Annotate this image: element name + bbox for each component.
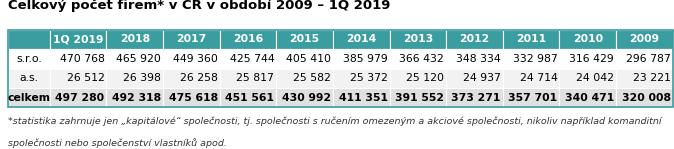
Text: 320 008: 320 008	[621, 93, 671, 103]
Bar	[276, 88, 333, 107]
Bar	[446, 49, 503, 69]
Bar	[220, 88, 276, 107]
Bar	[333, 49, 390, 69]
Text: 2009: 2009	[630, 34, 659, 45]
Bar	[333, 69, 390, 88]
Bar	[390, 30, 446, 49]
Text: 24 042: 24 042	[576, 73, 614, 83]
Bar	[276, 30, 333, 49]
Bar	[8, 30, 50, 49]
Bar	[446, 88, 503, 107]
Bar	[8, 88, 50, 107]
Bar	[163, 69, 220, 88]
Bar	[390, 49, 446, 69]
Bar	[559, 30, 616, 49]
Text: 492 318: 492 318	[112, 93, 161, 103]
Bar	[616, 88, 673, 107]
Text: 366 432: 366 432	[400, 54, 444, 64]
Text: 391 552: 391 552	[395, 93, 444, 103]
Bar	[276, 49, 333, 69]
Bar	[333, 30, 390, 49]
Text: 449 360: 449 360	[173, 54, 218, 64]
Bar	[163, 88, 220, 107]
Bar	[50, 49, 106, 69]
Text: 470 768: 470 768	[59, 54, 104, 64]
Text: 2017: 2017	[177, 34, 206, 45]
Bar	[333, 88, 390, 107]
Text: 26 258: 26 258	[180, 73, 218, 83]
Text: 411 351: 411 351	[338, 93, 388, 103]
Text: 373 271: 373 271	[452, 93, 501, 103]
Text: 465 920: 465 920	[116, 54, 161, 64]
Text: 2013: 2013	[403, 34, 433, 45]
Text: 25 372: 25 372	[350, 73, 388, 83]
Text: a.s.: a.s.	[20, 73, 38, 83]
Bar	[220, 49, 276, 69]
Text: 23 221: 23 221	[633, 73, 671, 83]
Text: 25 120: 25 120	[406, 73, 444, 83]
Text: 425 744: 425 744	[230, 54, 274, 64]
Bar	[8, 49, 50, 69]
Text: 25 582: 25 582	[293, 73, 331, 83]
Text: 451 561: 451 561	[225, 93, 274, 103]
Bar	[106, 49, 163, 69]
Bar	[276, 69, 333, 88]
Bar	[446, 69, 503, 88]
Text: 24 937: 24 937	[463, 73, 501, 83]
Text: 357 701: 357 701	[508, 93, 557, 103]
Text: 2011: 2011	[516, 34, 546, 45]
Bar	[616, 69, 673, 88]
Text: 2015: 2015	[290, 34, 319, 45]
Bar	[616, 30, 673, 49]
Text: 340 471: 340 471	[565, 93, 614, 103]
Bar	[559, 49, 616, 69]
Text: 475 618: 475 618	[168, 93, 218, 103]
Text: 348 334: 348 334	[456, 54, 501, 64]
Text: 2018: 2018	[120, 34, 150, 45]
Text: 385 979: 385 979	[343, 54, 388, 64]
Bar	[106, 88, 163, 107]
Text: 2010: 2010	[573, 34, 603, 45]
Text: 316 429: 316 429	[570, 54, 614, 64]
Bar	[503, 30, 559, 49]
Text: 296 787: 296 787	[626, 54, 671, 64]
Text: 26 398: 26 398	[123, 73, 161, 83]
Text: společnosti nebo společenství vlastníků apod.: společnosti nebo společenství vlastníků …	[8, 139, 227, 148]
Bar	[163, 30, 220, 49]
Bar	[163, 49, 220, 69]
Bar	[106, 30, 163, 49]
Text: 1Q 2019: 1Q 2019	[53, 34, 103, 45]
Bar	[503, 88, 559, 107]
Text: 2012: 2012	[460, 34, 489, 45]
Text: 405 410: 405 410	[286, 54, 331, 64]
Bar	[559, 88, 616, 107]
Bar	[503, 49, 559, 69]
Bar	[503, 69, 559, 88]
Bar	[106, 69, 163, 88]
Bar	[50, 88, 106, 107]
Bar	[220, 69, 276, 88]
Text: 2014: 2014	[346, 34, 376, 45]
Bar	[50, 30, 106, 49]
Text: 332 987: 332 987	[513, 54, 557, 64]
Bar	[50, 69, 106, 88]
Text: 2016: 2016	[233, 34, 263, 45]
Text: 24 714: 24 714	[520, 73, 557, 83]
Bar	[616, 49, 673, 69]
Text: *statistika zahrnuje jen „kapitálové“ společnosti, tj. společnosti s ručením ome: *statistika zahrnuje jen „kapitálové“ sp…	[8, 116, 662, 126]
Bar	[446, 30, 503, 49]
Text: celkem: celkem	[7, 93, 51, 103]
Bar	[8, 69, 50, 88]
Bar	[390, 88, 446, 107]
Bar	[220, 30, 276, 49]
Text: Celkový počet firem* v ČR v období 2009 – 1Q 2019: Celkový počet firem* v ČR v období 2009 …	[8, 0, 390, 12]
Bar	[8, 30, 673, 107]
Text: 497 280: 497 280	[55, 93, 104, 103]
Text: 26 512: 26 512	[67, 73, 104, 83]
Text: s.r.o.: s.r.o.	[16, 54, 42, 64]
Text: 25 817: 25 817	[237, 73, 274, 83]
Text: 430 992: 430 992	[282, 93, 331, 103]
Bar	[390, 69, 446, 88]
Bar	[559, 69, 616, 88]
